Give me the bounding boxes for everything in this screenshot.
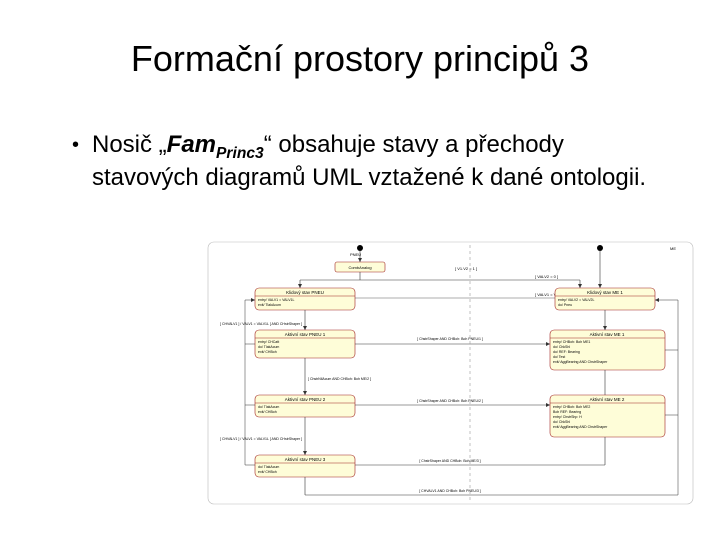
- node-title: Aktivní stav PNEU 2: [285, 397, 326, 402]
- node-line: exit/ CHBoh: [258, 350, 277, 354]
- initial-node-icon: [597, 245, 603, 251]
- label-pneu: PNEU: [350, 252, 361, 257]
- node-line: do/ REF: Bearing: [553, 350, 580, 354]
- arrowhead-icon: [546, 342, 550, 346]
- bullet-fam: Fam: [167, 131, 216, 158]
- arrowhead-icon: [655, 298, 659, 302]
- arrowhead-icon: [598, 284, 602, 288]
- node-line: entry/ CHBoh: Boh ME1: [553, 340, 590, 344]
- guard: [ CHVALV1 ] / VALV1 = VALV1L [ AND CHstr…: [220, 322, 302, 326]
- node-line: do/ Pneu: [558, 303, 572, 307]
- arrowhead-icon: [298, 284, 302, 288]
- guard-v1v2: [ V1.V2 = 1 ]: [455, 266, 477, 271]
- arrowhead-icon: [303, 451, 307, 455]
- arrowhead-icon: [303, 391, 307, 395]
- node-line: exit/ TlakAcum: [258, 303, 281, 307]
- initial-node-icon: [357, 245, 363, 251]
- node-line: do/ TlakAcum: [258, 465, 279, 469]
- arrowhead-icon: [251, 298, 255, 302]
- node-title: Aktivní stav ME 1: [590, 332, 625, 337]
- arrowhead-icon: [358, 258, 362, 262]
- body-text: • Nosič „FamPrinc3“ obsahuje stavy a pře…: [72, 130, 660, 193]
- guard: [ ChstrShaper AND CHBoh: Boh PNEU/1 ]: [417, 337, 483, 341]
- bullet-text: Nosič „FamPrinc3“ obsahuje stavy a přech…: [92, 130, 660, 193]
- node-line: do/ ChkShl: [553, 420, 570, 424]
- guard: [ ChstrNilAcum AND CHBoh: Boh ME/2 ]: [308, 377, 371, 381]
- bullet-dot: •: [72, 130, 92, 160]
- node-line: do/ ChkShl: [553, 345, 570, 349]
- bullet-item: • Nosič „FamPrinc3“ obsahuje stavy a pře…: [72, 130, 660, 193]
- arrowhead-icon: [303, 326, 307, 330]
- arrowhead-icon: [603, 326, 607, 330]
- node-line: do/ Test: [553, 355, 565, 359]
- arrowhead-icon: [546, 403, 550, 407]
- label-combanalog: CombAnalog: [348, 265, 371, 270]
- node-line: exit/ CHBoh: [258, 410, 277, 414]
- guard: [ CHVALV1 ] / VALV1 = VALV1L [ AND CHstr…: [220, 437, 302, 441]
- arrowhead-icon: [578, 284, 582, 288]
- node-line: entry/ CHBoh: Boh ME2: [553, 405, 590, 409]
- node-line: entry/ VALV2 = VALV2L: [558, 298, 594, 302]
- node-line: exit/ AggBearing AND ChstrShaper: [553, 425, 608, 429]
- label-me: ME: [670, 246, 676, 251]
- node-title: Aktivní stav PNEU 1: [285, 332, 326, 337]
- guard: [ CHVALV1 AND CHBoh: Boh PNEU/3 ]: [419, 489, 481, 493]
- bullet-sub: Princ3: [216, 145, 264, 162]
- node-line: entry/ ChstrShp: H: [553, 415, 582, 419]
- uml-diagram: PNEU ME CombAnalog [ V1.V2 = 1 ] [ VALV2…: [200, 240, 700, 520]
- node-line: entry/ VALV1 = VALV1L: [258, 298, 294, 302]
- node-line: Boh REF: Bearing: [553, 410, 581, 414]
- guard: [ ChstrShaper AND CHBoh: Boh PNEU/2 ]: [417, 399, 483, 403]
- node-line: entry/ CHCatt: [258, 340, 279, 344]
- uml-svg: PNEU ME CombAnalog [ V1.V2 = 1 ] [ VALV2…: [200, 240, 700, 520]
- node-title: Klidový stav ME 1: [587, 290, 623, 295]
- guard-valv2-0: [ VALV2 = 0 ]: [535, 274, 558, 279]
- node-line: exit/ AggBearing AND ChstrShaper: [553, 360, 608, 364]
- guard: [ ChstrShaper AND CHBoh: Boh ME/3 ]: [419, 459, 480, 463]
- node-line: do/ TlakAcum: [258, 405, 279, 409]
- node-title: Aktivní stav ME 2: [590, 397, 625, 402]
- node-line: do/ TlakAcum: [258, 345, 279, 349]
- slide-title: Formační prostory principů 3: [0, 38, 720, 80]
- node-line: exit/ CHBoh: [258, 470, 277, 474]
- slide: Formační prostory principů 3 • Nosič „Fa…: [0, 0, 720, 540]
- node-title: Klidový stav PNEU: [286, 290, 324, 295]
- node-title: Aktivní stav PNEU 3: [285, 457, 326, 462]
- bullet-pre: Nosič „: [92, 131, 167, 158]
